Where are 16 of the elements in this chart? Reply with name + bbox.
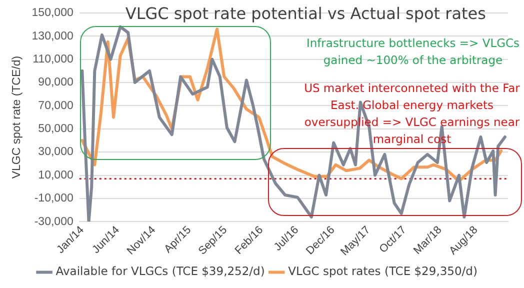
y-tick-label: -10,000 [34,192,74,205]
y-tick-label: 10,000 [38,169,74,182]
y-tick-label: 110,000 [32,53,74,66]
y-tick-label: 150,000 [32,7,74,20]
y-tick-label: -30,000 [34,216,74,228]
y-tick-label: 30,000 [38,146,74,158]
y-axis-title: VLGC spot rate (TCE/d) [11,56,24,179]
y-tick-label: 50,000 [38,123,74,136]
y-tick-label: 70,000 [38,100,74,112]
y-tick-label: 90,000 [38,76,74,89]
y-tick-label: 130,000 [32,30,74,42]
annotation: US market interconneted with the Far East. Global energy markets oversupplied => VLGC earnings near marginal cost [303,80,521,148]
legend-label: Available for VLGCs (TCE $39,252/d) [56,264,265,278]
legend-label: VLGC spot rates (TCE $29,350/d) [288,264,478,278]
chart-title: VLGC spot rate potential vs Actual spot rates [125,4,486,24]
annotation: Infrastructure bottlenecks => VLGCs gained ~100% of the arbitrage [305,35,521,69]
